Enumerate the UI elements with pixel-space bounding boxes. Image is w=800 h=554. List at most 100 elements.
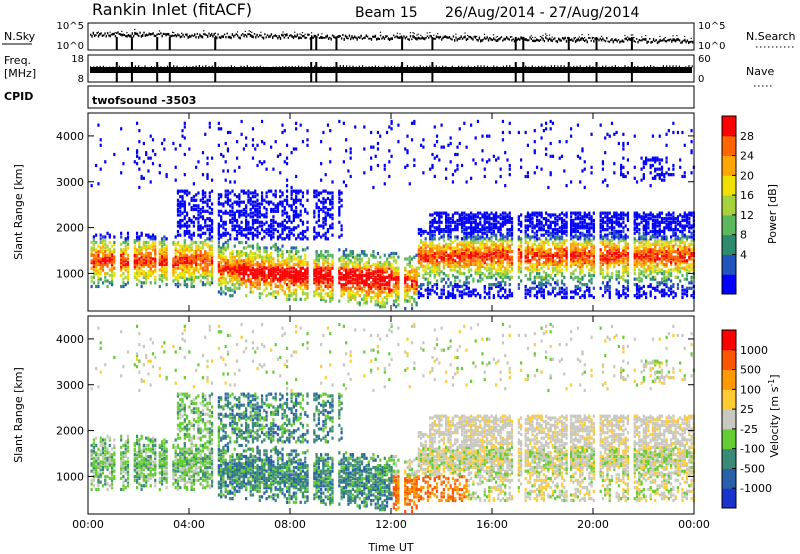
power-cell xyxy=(343,250,345,253)
power-cell xyxy=(406,135,408,138)
power-cell xyxy=(284,212,286,215)
power-cell xyxy=(272,245,274,248)
freq-point xyxy=(647,66,648,68)
power-cell xyxy=(191,254,193,257)
power-cell xyxy=(302,289,304,292)
power-cell xyxy=(375,270,377,273)
power-cell xyxy=(277,223,279,226)
power-cell xyxy=(241,221,243,224)
nsky-point xyxy=(389,38,390,41)
power-cell xyxy=(381,298,383,301)
freq-point xyxy=(487,66,488,68)
power-cell xyxy=(175,276,177,279)
power-cell xyxy=(518,283,520,286)
power-cell xyxy=(429,281,431,284)
power-cell xyxy=(93,235,95,238)
power-cell xyxy=(120,243,122,246)
freq-point xyxy=(439,67,440,69)
nsky-point xyxy=(583,38,584,41)
power-cell xyxy=(154,153,156,156)
power-cell xyxy=(120,127,122,130)
power-cell xyxy=(175,166,177,169)
power-cell xyxy=(415,254,417,257)
power-cell xyxy=(231,263,233,266)
power-cell xyxy=(372,278,374,281)
power-cell xyxy=(225,228,227,231)
power-cell xyxy=(193,285,195,288)
power-cell xyxy=(268,292,270,295)
power-cell xyxy=(163,243,165,246)
power-cell xyxy=(238,166,240,169)
power-cell xyxy=(365,290,367,293)
nsky-point xyxy=(570,39,571,41)
power-cell xyxy=(434,217,436,220)
power-cell xyxy=(395,252,397,255)
power-cell xyxy=(356,257,358,260)
power-cell xyxy=(234,290,236,293)
power-cell xyxy=(322,274,324,277)
power-cell xyxy=(479,279,481,282)
power-cell xyxy=(343,283,345,286)
nsky-point xyxy=(635,41,636,43)
nsky-point xyxy=(618,39,619,41)
freq-point xyxy=(423,66,424,68)
power-cell xyxy=(209,281,211,284)
power-cell xyxy=(209,199,211,202)
power-cell xyxy=(365,265,367,268)
power-cell xyxy=(468,232,470,235)
power-cell xyxy=(211,202,213,205)
power-cell xyxy=(179,213,181,216)
power-cell xyxy=(229,287,231,290)
power-cell xyxy=(277,246,279,249)
power-cell xyxy=(241,230,243,233)
power-cell xyxy=(245,210,247,213)
nsky-point xyxy=(437,36,438,38)
power-cell xyxy=(222,155,224,158)
freq-point xyxy=(247,65,248,67)
power-cell xyxy=(372,283,374,286)
power-cell xyxy=(497,281,499,284)
power-cell xyxy=(475,289,477,292)
power-cell xyxy=(436,279,438,282)
freq-point xyxy=(503,66,504,68)
nsky-point xyxy=(262,37,263,39)
freq-point xyxy=(144,65,145,67)
power-cell xyxy=(454,250,456,253)
power-cell xyxy=(411,122,413,125)
power-cell xyxy=(209,274,211,277)
power-cell xyxy=(125,248,127,251)
nsky-point xyxy=(294,32,295,33)
power-cell xyxy=(331,267,333,270)
power-cell xyxy=(434,226,436,229)
freq-point xyxy=(141,67,142,69)
freq-trace xyxy=(90,62,693,82)
power-cell xyxy=(420,283,422,286)
nsky-point xyxy=(282,34,283,36)
power-cell xyxy=(191,234,193,237)
power-cell xyxy=(202,201,204,204)
freq-point xyxy=(317,67,318,69)
power-cell xyxy=(502,259,504,262)
power-cell xyxy=(261,224,263,227)
power-cell xyxy=(377,261,379,264)
power-cell xyxy=(341,191,343,194)
nsky-point xyxy=(254,33,255,35)
power-cell xyxy=(138,140,140,143)
power-cell xyxy=(250,215,252,218)
power-cell xyxy=(486,212,488,215)
nsky-point xyxy=(489,37,490,39)
power-cell xyxy=(225,278,227,281)
power-cell xyxy=(443,234,445,237)
freq-point xyxy=(304,66,305,68)
nsky-point xyxy=(600,38,601,40)
power-cell xyxy=(245,215,247,218)
power-cell xyxy=(175,179,177,182)
power-cell xyxy=(477,120,479,123)
power-cell xyxy=(275,243,277,246)
power-cell xyxy=(291,232,293,235)
power-cell xyxy=(538,281,540,284)
power-cell xyxy=(452,173,454,176)
power-cell xyxy=(288,294,290,297)
power-cell xyxy=(320,201,322,204)
power-cell xyxy=(195,245,197,248)
